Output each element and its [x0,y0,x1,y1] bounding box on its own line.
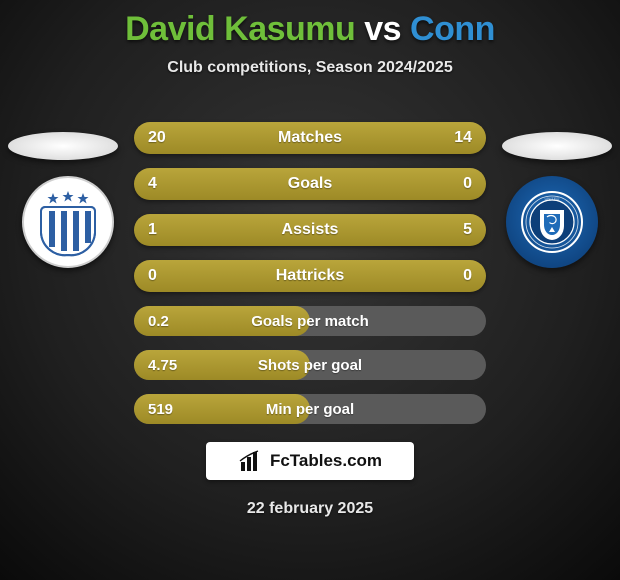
ellipse-right [502,132,612,160]
stat-row: 0.2 Goals per match [134,306,486,336]
stat-value-left: 0.2 [148,313,194,330]
stat-label: Min per goal [266,401,354,418]
stat-value-left: 1 [148,221,194,239]
stat-row: 519 Min per goal [134,394,486,424]
stat-row: 4 Goals 0 [134,168,486,200]
stat-value-left: 0 [148,267,194,285]
stat-value-left: 519 [148,401,194,418]
stat-label: Goals [288,175,332,193]
stat-label: Assists [282,221,339,239]
crest-left-icon [33,187,103,257]
stat-rows: 20 Matches 14 4 Goals 0 1 Assists 5 0 Hattricks 0 0.… [134,122,486,438]
stat-row: 4.75 Shots per goal [134,350,486,380]
stat-label: Goals per match [251,313,369,330]
club-crest-right: UNITED [506,176,598,268]
stat-label: Shots per goal [258,357,362,374]
stat-value-left: 4 [148,175,194,193]
stat-row: 1 Assists 5 [134,214,486,246]
ellipse-left [8,132,118,160]
brand-text: FcTables.com [270,451,382,471]
stat-row: 0 Hattricks 0 [134,260,486,292]
page-title: David Kasumu vs Conn [0,0,620,49]
bars-icon [238,448,264,474]
stat-value-right: 0 [426,267,472,285]
vs-text: vs [364,10,401,48]
player2-name: Conn [410,10,495,48]
stat-value-left: 4.75 [148,357,194,374]
subtitle-text: Club competitions, Season 2024/2025 [0,59,620,77]
player1-name: David Kasumu [125,10,355,48]
footer-date: 22 february 2025 [0,500,620,518]
crest-right-icon: UNITED [520,190,584,254]
club-crest-left [22,176,114,268]
stat-value-right: 0 [426,175,472,193]
stat-value-left: 20 [148,129,194,147]
stat-row: 20 Matches 14 [134,122,486,154]
brand-badge: FcTables.com [206,442,414,480]
svg-text:UNITED: UNITED [545,196,560,201]
stat-label: Matches [278,129,342,147]
stat-value-right: 5 [426,221,472,239]
stat-value-right: 14 [426,129,472,147]
stat-label: Hattricks [276,267,344,285]
